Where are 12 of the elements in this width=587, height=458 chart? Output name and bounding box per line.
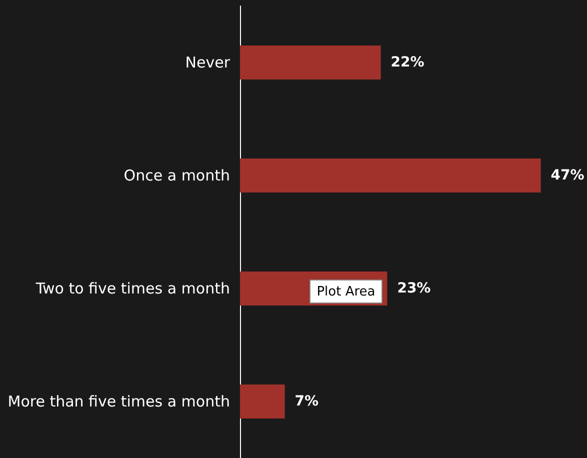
- annotation: Plot Area: [316, 284, 376, 300]
- y-tick-label: Two to five times a month: [34, 280, 230, 298]
- bar: [240, 384, 285, 418]
- data-label: 23%: [397, 280, 431, 296]
- data-label: 7%: [294, 394, 319, 410]
- y-tick-label: Once a month: [124, 166, 230, 184]
- bar: [240, 46, 381, 80]
- data-label: 47%: [550, 168, 584, 184]
- bar: [240, 158, 541, 192]
- y-tick-label: More than five times a month: [8, 392, 230, 410]
- y-tick-label: Never: [185, 54, 231, 72]
- data-label: 22%: [390, 54, 424, 70]
